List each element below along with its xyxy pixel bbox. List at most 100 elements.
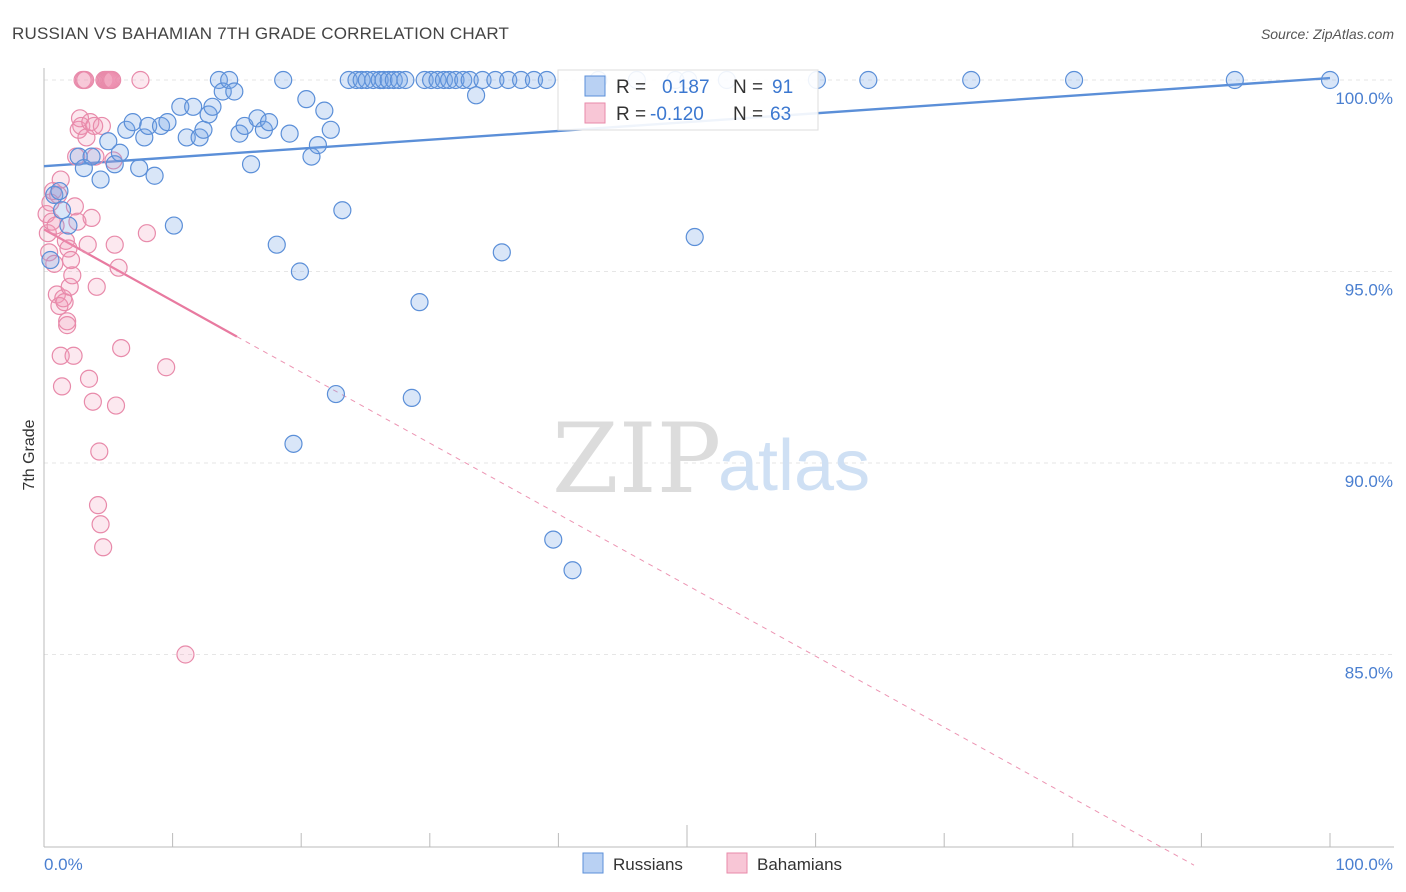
watermark-zip: ZIP	[552, 403, 721, 515]
point-bahamians	[72, 116, 91, 136]
point-bahamians	[58, 316, 77, 335]
point-russians	[326, 384, 346, 404]
x-tick-label-min: 0.0%	[44, 855, 83, 874]
point-russians	[194, 120, 213, 139]
legend-swatch-russians	[582, 852, 604, 874]
stats-box: R = 0.187 N = 91 R = -0.120 N = 63	[557, 69, 819, 131]
point-bahamians	[109, 258, 128, 277]
point-russians	[374, 70, 393, 90]
watermark-atlas: atlas	[718, 426, 870, 506]
point-russians	[486, 70, 505, 90]
point-russians	[225, 82, 244, 101]
point-russians	[209, 70, 228, 90]
point-russians	[82, 147, 101, 166]
y-tick-labels: 100.0% 95.0% 90.0% 85.0%	[1335, 89, 1393, 683]
point-bahamians	[112, 339, 131, 358]
point-russians	[130, 158, 149, 178]
point-bahamians	[52, 377, 72, 396]
point-russians	[492, 243, 511, 262]
point-russians	[99, 132, 118, 151]
point-russians	[135, 128, 154, 147]
stats-swatch-bahamians	[584, 102, 606, 124]
point-russians	[41, 250, 60, 270]
stat-n-value-russians: 91	[772, 77, 793, 98]
legend-label-bahamians: Bahamians	[757, 855, 842, 874]
point-russians	[50, 181, 69, 201]
point-bahamians	[78, 235, 97, 254]
point-russians	[203, 97, 222, 116]
y-tick-label: 90.0%	[1345, 472, 1393, 491]
x-tick-marks	[43, 825, 1331, 847]
point-russians	[259, 113, 279, 132]
trend-extension-bahamians	[236, 336, 1195, 866]
point-russians	[308, 136, 328, 155]
point-russians	[685, 227, 704, 247]
point-russians	[364, 70, 383, 90]
stat-r-value-bahamians: -0.120	[650, 104, 704, 125]
point-russians	[248, 109, 267, 128]
y-tick-label: 100.0%	[1335, 89, 1393, 108]
stat-r-label-russians: R =	[616, 77, 646, 98]
point-russians	[145, 166, 164, 185]
point-bahamians	[88, 496, 108, 515]
point-bahamians	[91, 515, 110, 534]
point-russians	[512, 70, 531, 90]
point-russians	[460, 70, 479, 90]
x-tick-labels: 0.0% 100.0%	[44, 855, 1393, 874]
x-tick-label-max: 100.0%	[1335, 855, 1393, 874]
point-bahamians	[90, 442, 109, 461]
point-bahamians	[87, 277, 106, 296]
point-russians	[962, 70, 981, 90]
point-russians	[105, 155, 124, 174]
point-russians	[1064, 70, 1084, 90]
point-russians	[280, 124, 299, 143]
point-bahamians	[103, 70, 122, 90]
point-russians	[110, 143, 129, 162]
point-russians	[402, 388, 421, 407]
point-russians	[499, 70, 518, 90]
point-bahamians	[58, 312, 77, 331]
stat-n-label-russians: N =	[733, 77, 763, 98]
point-bahamians	[38, 224, 57, 243]
point-russians	[184, 97, 203, 116]
point-russians	[396, 70, 415, 90]
point-russians	[537, 70, 556, 90]
point-russians	[339, 70, 358, 90]
point-bahamians	[55, 293, 74, 312]
trend-line-bahamians	[43, 228, 238, 338]
point-bahamians	[92, 116, 111, 136]
point-russians	[220, 70, 239, 90]
point-bahamians	[51, 346, 70, 365]
point-russians	[1320, 70, 1340, 90]
point-russians	[333, 201, 352, 220]
point-bahamians	[51, 170, 70, 189]
y-tick-label: 95.0%	[1345, 281, 1393, 300]
point-bahamians	[131, 70, 150, 90]
point-russians	[139, 116, 158, 136]
point-bahamians	[79, 369, 99, 388]
stat-n-label-bahamians: N =	[733, 104, 763, 125]
point-russians	[302, 147, 321, 166]
stat-r-label-bahamians: R =	[616, 104, 646, 125]
stat-r-value-russians: 0.187	[662, 77, 710, 98]
chart-title: RUSSIAN VS BAHAMIAN 7TH GRADE CORRELATIO…	[12, 24, 509, 43]
point-russians	[91, 170, 110, 189]
point-russians	[1225, 70, 1244, 90]
point-bahamians	[40, 243, 59, 262]
point-russians	[123, 113, 142, 132]
point-russians	[421, 70, 441, 90]
point-russians	[446, 70, 465, 90]
point-bahamians	[64, 346, 83, 365]
point-bahamians	[83, 392, 102, 411]
point-bahamians	[46, 216, 65, 235]
point-russians	[563, 561, 582, 580]
stat-n-value-bahamians: 63	[770, 104, 791, 125]
point-russians	[859, 70, 878, 90]
point-russians	[415, 70, 434, 90]
point-bahamians	[59, 239, 78, 258]
point-russians	[466, 86, 486, 105]
watermark: ZIP atlas	[552, 403, 870, 515]
y-tick-label: 85.0%	[1345, 664, 1393, 683]
point-bahamians	[76, 70, 95, 90]
